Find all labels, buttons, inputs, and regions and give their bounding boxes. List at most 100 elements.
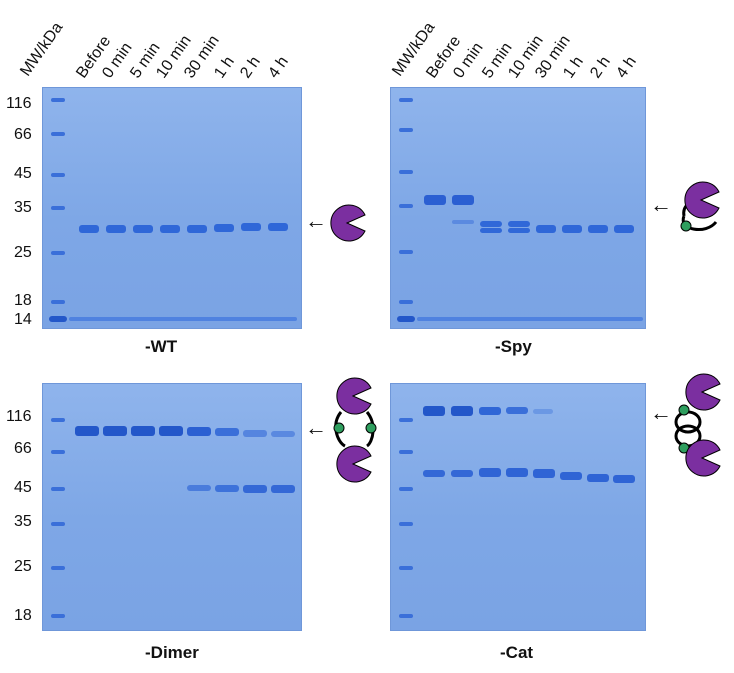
ladder-band	[51, 450, 65, 454]
mw-marker: 25	[14, 244, 32, 261]
ladder-band	[399, 250, 413, 254]
ladder-band	[51, 522, 65, 526]
ladder-band	[51, 206, 65, 210]
arrow-icon: ←	[650, 400, 672, 425]
sample-band	[187, 225, 207, 233]
mw-marker: 25	[14, 558, 32, 575]
sample-band	[508, 228, 530, 233]
sample-band	[271, 431, 295, 437]
lane-label: 4 h	[265, 53, 292, 82]
sample-band	[103, 426, 127, 436]
sample-band	[106, 225, 126, 233]
sample-band	[479, 468, 501, 477]
ladder-band	[399, 204, 413, 208]
sample-band	[562, 225, 582, 233]
mw-marker: 35	[14, 513, 32, 530]
sample-band	[268, 223, 288, 231]
gel-wt	[42, 87, 302, 329]
lane-label: 4 h	[613, 53, 640, 82]
lane-label: 1 h	[560, 53, 587, 82]
mw-marker: 66	[14, 440, 32, 457]
mw-header: MW/kDa	[17, 19, 67, 80]
ladder-band	[399, 522, 413, 526]
sample-band	[560, 472, 582, 480]
ladder-band	[51, 566, 65, 570]
lane-label: 2 h	[237, 53, 264, 82]
ladder-band	[51, 418, 65, 422]
ladder-band	[399, 614, 413, 618]
sample-band	[451, 406, 473, 416]
sample-band	[614, 225, 634, 233]
mw-marker: 14	[14, 311, 32, 328]
ladder-band	[51, 300, 65, 304]
sample-band	[508, 221, 530, 227]
gel-cat	[390, 383, 646, 631]
ladder-band	[397, 316, 415, 322]
ladder-band	[49, 316, 67, 322]
sample-band	[533, 469, 555, 478]
sample-band	[451, 470, 473, 477]
ladder-band	[399, 450, 413, 454]
sample-band	[424, 195, 446, 205]
sample-band	[506, 407, 528, 414]
mw-marker: 45	[14, 165, 32, 182]
sample-band	[215, 485, 239, 492]
sample-band	[480, 228, 502, 233]
sample-band	[241, 223, 261, 231]
sample-band	[187, 427, 211, 436]
mw-marker: 18	[14, 607, 32, 624]
spy-construct-icon	[680, 181, 720, 232]
sample-band	[423, 406, 445, 416]
ladder-band	[399, 418, 413, 422]
mw-marker: 18	[14, 292, 32, 309]
dye-front	[69, 317, 297, 321]
sample-band	[215, 428, 239, 436]
ladder-band	[399, 566, 413, 570]
sample-band	[243, 430, 267, 437]
mw-marker: 35	[14, 199, 32, 216]
sample-band	[214, 224, 234, 232]
sample-band	[479, 407, 501, 415]
sample-band	[271, 485, 295, 493]
catenane-construct-icon	[674, 373, 721, 477]
sample-band	[159, 426, 183, 436]
ladder-band	[399, 98, 413, 102]
panel-caption: -Cat	[500, 643, 534, 662]
lane-label: 2 h	[587, 53, 614, 82]
sample-band	[75, 426, 99, 436]
sample-band	[131, 426, 155, 436]
mw-marker: 116	[6, 95, 32, 112]
dimer-construct-icon	[333, 377, 377, 483]
mw-marker: 116	[6, 408, 32, 425]
sample-band	[243, 485, 267, 493]
sample-band	[613, 475, 635, 483]
arrow-icon: ←	[305, 208, 327, 233]
sample-band	[79, 225, 99, 233]
ladder-band	[51, 173, 65, 177]
sample-band	[133, 225, 153, 233]
sample-band	[536, 225, 556, 233]
mw-marker: 45	[14, 479, 32, 496]
sample-band	[587, 474, 609, 482]
protein-pacman-icon	[330, 204, 366, 242]
ladder-band	[399, 300, 413, 304]
arrow-icon: ←	[650, 192, 672, 217]
sample-band	[187, 485, 211, 491]
arrow-icon: ←	[305, 415, 327, 440]
ladder-band	[399, 487, 413, 491]
gel-spy	[390, 87, 646, 329]
panel-caption: -Spy	[495, 337, 532, 356]
mw-marker: 66	[14, 126, 32, 143]
ladder-band	[399, 170, 413, 174]
ladder-band	[51, 251, 65, 255]
panel-caption: -Dimer	[145, 643, 199, 662]
sample-band	[506, 468, 528, 477]
sample-band	[452, 220, 474, 224]
dye-front	[417, 317, 643, 321]
sample-band	[160, 225, 180, 233]
gel-dimer	[42, 383, 302, 631]
panel-caption: -WT	[145, 337, 178, 356]
ladder-band	[51, 98, 65, 102]
ladder-band	[51, 487, 65, 491]
sample-band	[423, 470, 445, 477]
